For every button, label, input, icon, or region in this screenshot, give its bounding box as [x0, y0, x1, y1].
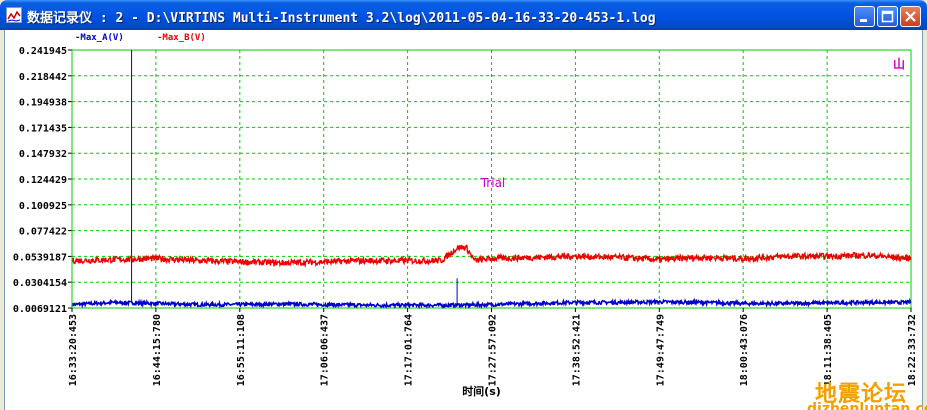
x-tick-label: 18:00:43:076	[739, 314, 750, 386]
title-bar[interactable]: 数据记录仪 : 2 - D:\VIRTINS Multi-Instrument …	[0, 0, 927, 30]
maximize-button[interactable]	[877, 6, 898, 27]
y-tick-label: 0.218442	[19, 72, 67, 83]
y-tick-label: 0.194938	[19, 98, 67, 109]
minimize-button[interactable]	[854, 6, 875, 27]
y-tick-label: 0.077422	[19, 227, 67, 238]
x-tick-label: 16:33:20:453	[68, 314, 79, 386]
corner-label: 山	[893, 56, 905, 71]
chart-annotation: Trial	[480, 176, 506, 190]
x-tick-label: 17:27:57:092	[488, 314, 499, 386]
watermark-url: dizhenluntan.com	[807, 401, 927, 410]
y-tick-label: 0.0069121	[13, 304, 67, 315]
y-tick-label: 0.124429	[19, 175, 67, 186]
x-axis-label: 时间(s)	[462, 384, 501, 398]
x-tick-label: 16:55:11:108	[236, 314, 247, 386]
window-title: 数据记录仪 : 2 - D:\VIRTINS Multi-Instrument …	[27, 11, 656, 26]
chart-area[interactable]: 0.241945 0.218442 0.194938 0.171435 0.147932…	[4, 30, 927, 410]
legend-entry-2[interactable]: -Max_B(V)	[157, 33, 206, 43]
y-tick-label: 0.100925	[19, 201, 67, 212]
y-tick-label: 0.171435	[19, 123, 67, 134]
watermark-text: 地震论坛	[815, 381, 908, 407]
x-tick-label: 17:38:52:421	[571, 314, 582, 386]
series-line-2	[71, 244, 912, 269]
x-tick-label: 17:17:01:764	[404, 314, 415, 386]
series-line-1	[71, 297, 912, 310]
y-tick-label: 0.241945	[19, 46, 67, 57]
data-logger-chart[interactable]: 0.241945 0.218442 0.194938 0.171435 0.147932…	[5, 30, 924, 410]
close-button[interactable]	[900, 6, 921, 27]
x-tick-label: 17:49:47:749	[655, 314, 666, 386]
x-tick-label: 18:11:38:405	[823, 314, 834, 386]
y-tick-label: 0.147932	[19, 149, 67, 160]
x-tick-label: 17:06:06:437	[320, 314, 331, 386]
y-tick-label: 0.0304154	[13, 278, 67, 289]
x-tick-label: 18:22:33:732	[907, 314, 918, 386]
close-icon	[905, 11, 916, 22]
legend-entry-1[interactable]: -Max_A(V)	[75, 33, 124, 43]
maximize-icon	[881, 10, 894, 23]
y-tick-label: 0.0539187	[13, 252, 67, 263]
x-tick-label: 16:44:15:780	[152, 314, 163, 386]
app-logo-icon	[6, 7, 22, 23]
minimize-icon	[860, 19, 867, 22]
